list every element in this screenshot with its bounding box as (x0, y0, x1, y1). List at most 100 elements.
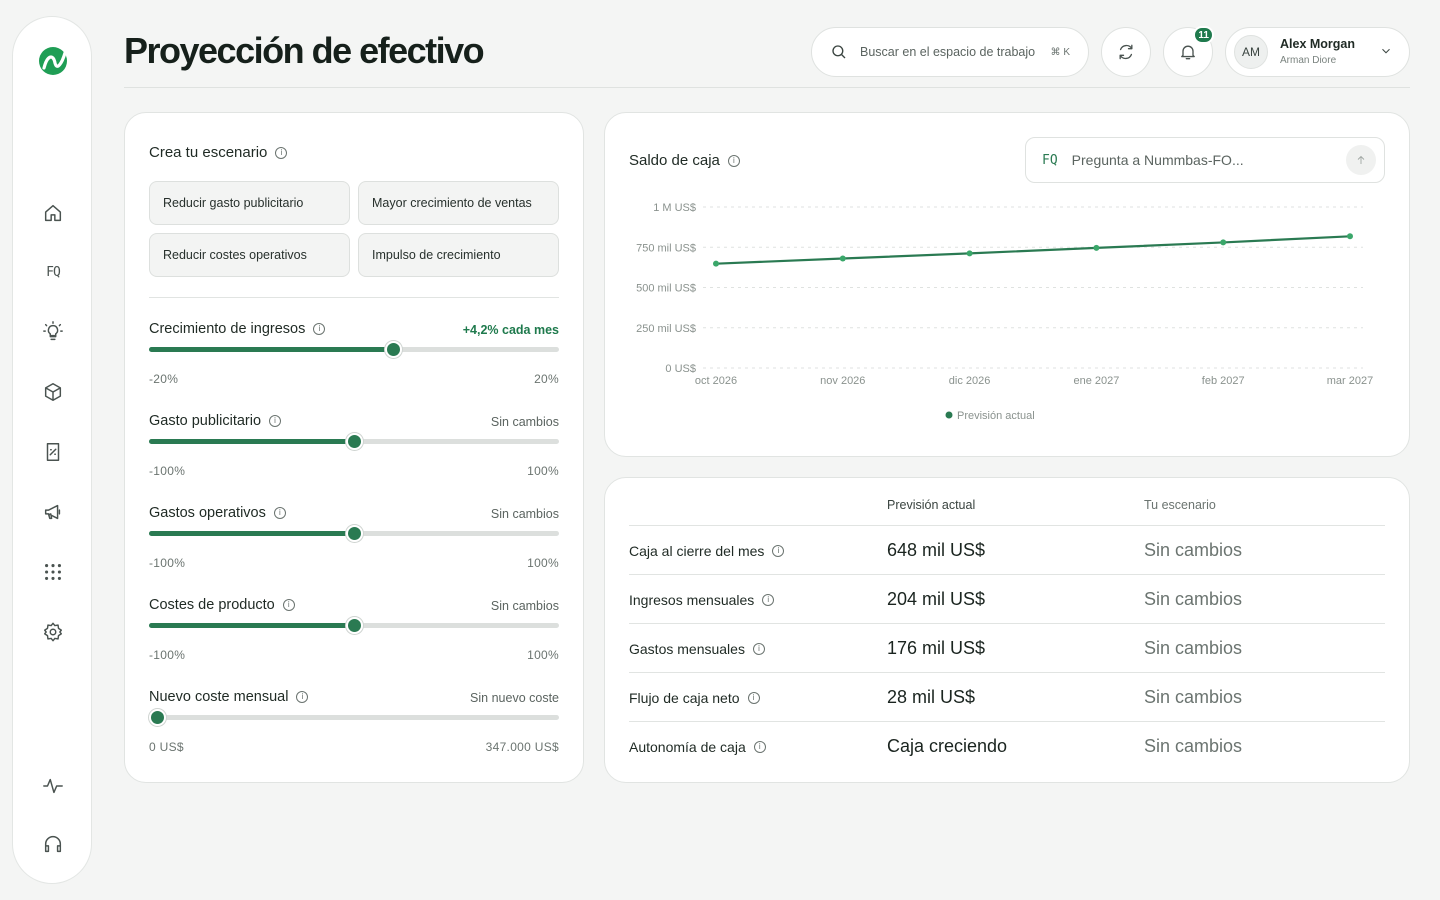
slider-track[interactable] (149, 525, 559, 542)
row-divider (629, 672, 1385, 673)
slider-track[interactable] (149, 617, 559, 634)
chip-reducir-gasto-publicitario[interactable]: Reducir gasto publicitario (149, 181, 350, 225)
app-logo[interactable] (33, 41, 73, 81)
scenario-title: Crea tu escenario i (149, 144, 288, 161)
slider-max-label: 100% (527, 648, 559, 662)
report-icon[interactable] (37, 436, 69, 468)
x-tick-label: feb 2027 (1202, 375, 1245, 387)
user-name: Alex Morgan (1280, 37, 1356, 51)
info-icon[interactable]: i (269, 415, 282, 427)
table-row: Gastos mensuales i 176 mil US$ Sin cambios (629, 624, 1385, 673)
arrow-up-icon (1357, 155, 1365, 164)
y-tick-label: 1 M US$ (653, 202, 696, 214)
row-label: Ingresos mensuales i (629, 575, 775, 624)
apps-grid-icon[interactable] (37, 556, 69, 588)
slider-thumb[interactable] (149, 709, 167, 726)
scenario-divider (149, 297, 559, 298)
row-current-value: 204 mil US$ (887, 589, 986, 609)
bell-icon (1181, 45, 1195, 60)
slider-label-text: Costes de producto (149, 597, 275, 613)
fq-icon[interactable]: FQ (37, 256, 69, 288)
row-divider (629, 623, 1385, 624)
row-label-text: Flujo de caja neto (629, 689, 740, 706)
chip-mayor-crecimiento-ventas[interactable]: Mayor crecimiento de ventas (358, 181, 559, 225)
slider-thumb[interactable] (384, 341, 402, 358)
info-icon[interactable]: i (275, 146, 288, 159)
search-icon (832, 45, 846, 59)
info-icon[interactable]: i (747, 691, 760, 704)
row-label-text: Autonomía de caja (629, 738, 746, 755)
scenario-card: Crea tu escenario i Reducir gasto public… (124, 112, 584, 783)
ask-assistant-input[interactable]: FQ Pregunta a Nummbas-FO... (1025, 137, 1385, 183)
search-input[interactable]: Buscar en el espacio de trabajo ⌘ K (811, 27, 1089, 77)
info-icon[interactable]: i (753, 740, 766, 753)
megaphone-icon[interactable] (37, 496, 69, 528)
headset-icon[interactable] (37, 828, 69, 860)
info-icon[interactable]: i (282, 599, 295, 611)
cash-balance-chart: 0 US$ 250 mil US$ 500 mil US$ 750 mil US$ 1 … (636, 202, 1373, 422)
row-label: Autonomía de caja i (629, 722, 766, 771)
row-divider (629, 721, 1385, 722)
avatar: AM (1234, 35, 1268, 69)
chip-reducir-costes-operativos[interactable]: Reducir costes operativos (149, 233, 350, 277)
slider-max-label: 100% (527, 556, 559, 570)
slider-fill (149, 347, 393, 352)
y-tick-label: 0 US$ (665, 363, 696, 375)
info-icon[interactable]: i (727, 154, 740, 167)
info-icon[interactable]: i (273, 507, 286, 519)
slider-min-label: 0 US$ (149, 740, 184, 754)
notifications-button[interactable]: 11 (1163, 26, 1214, 77)
header-divider (124, 87, 1410, 88)
slider-label-text: Nuevo coste mensual (149, 689, 289, 705)
slider-block: Costes de producto i Sin cambios -100% 100% (149, 597, 559, 677)
row-current-value: 176 mil US$ (887, 638, 986, 658)
legend-label: Previsión actual (957, 410, 1035, 422)
row-divider (629, 525, 1385, 526)
fq-icon-label: FQ (46, 264, 61, 280)
slider-thumb[interactable] (346, 433, 363, 450)
gear-icon[interactable] (37, 616, 69, 648)
box-icon[interactable] (37, 376, 69, 408)
row-scenario-value: Sin cambios (1144, 687, 1243, 707)
lightbulb-icon[interactable] (37, 316, 69, 348)
info-icon[interactable]: i (762, 593, 775, 606)
slider-thumb[interactable] (346, 617, 363, 634)
notification-count-badge: 11 (1193, 26, 1214, 44)
slider-block: Crecimiento de ingresos i +4,2% cada mes -2… (149, 321, 559, 401)
slider-label: Gasto publicitario i (149, 413, 282, 429)
chevron-down-icon (1382, 48, 1390, 54)
column-header-current: Previsión actual (887, 498, 976, 512)
info-icon[interactable]: i (313, 323, 326, 335)
search-shortcut: ⌘ K (1050, 46, 1070, 58)
slider-min-label: -100% (149, 464, 186, 478)
cash-chart-card: Saldo de caja i FQ Pregunta a Nummbas-FO… (604, 112, 1410, 457)
column-header-scenario: Tu escenario (1144, 498, 1216, 512)
slider-track[interactable] (149, 709, 559, 726)
activity-icon[interactable] (37, 770, 69, 802)
slider-max-label: 100% (527, 464, 559, 478)
home-icon[interactable] (37, 197, 69, 229)
slider-label: Crecimiento de ingresos i (149, 321, 326, 337)
x-tick-label: oct 2026 (695, 375, 737, 387)
chip-impulso-crecimiento[interactable]: Impulso de crecimiento (358, 233, 559, 277)
slider-track[interactable] (149, 433, 559, 450)
user-menu[interactable]: AM Alex Morgan Arman Diore (1225, 27, 1410, 77)
table-row: Ingresos mensuales i 204 mil US$ Sin cambio… (629, 575, 1385, 624)
info-icon[interactable]: i (752, 642, 765, 655)
info-icon[interactable]: i (296, 691, 309, 703)
slider-block: Gastos operativos i Sin cambios -100% 100% (149, 505, 559, 585)
data-point (1347, 233, 1353, 240)
row-scenario-value: Sin cambios (1144, 540, 1243, 560)
slider-thumb[interactable] (346, 525, 363, 542)
legend-marker (945, 411, 953, 419)
refresh-button[interactable] (1101, 27, 1151, 77)
info-icon[interactable]: i (772, 544, 785, 557)
row-current-value: Caja creciendo (887, 736, 1008, 756)
row-label-text: Ingresos mensuales (629, 591, 755, 608)
slider-track[interactable] (149, 341, 559, 358)
slider-block: Gasto publicitario i Sin cambios -100% 100% (149, 413, 559, 493)
send-button[interactable] (1346, 145, 1376, 175)
row-label: Flujo de caja neto i (629, 673, 760, 722)
slider-label-text: Gastos operativos (149, 505, 266, 521)
slider-max-label: 347.000 US$ (485, 740, 559, 754)
